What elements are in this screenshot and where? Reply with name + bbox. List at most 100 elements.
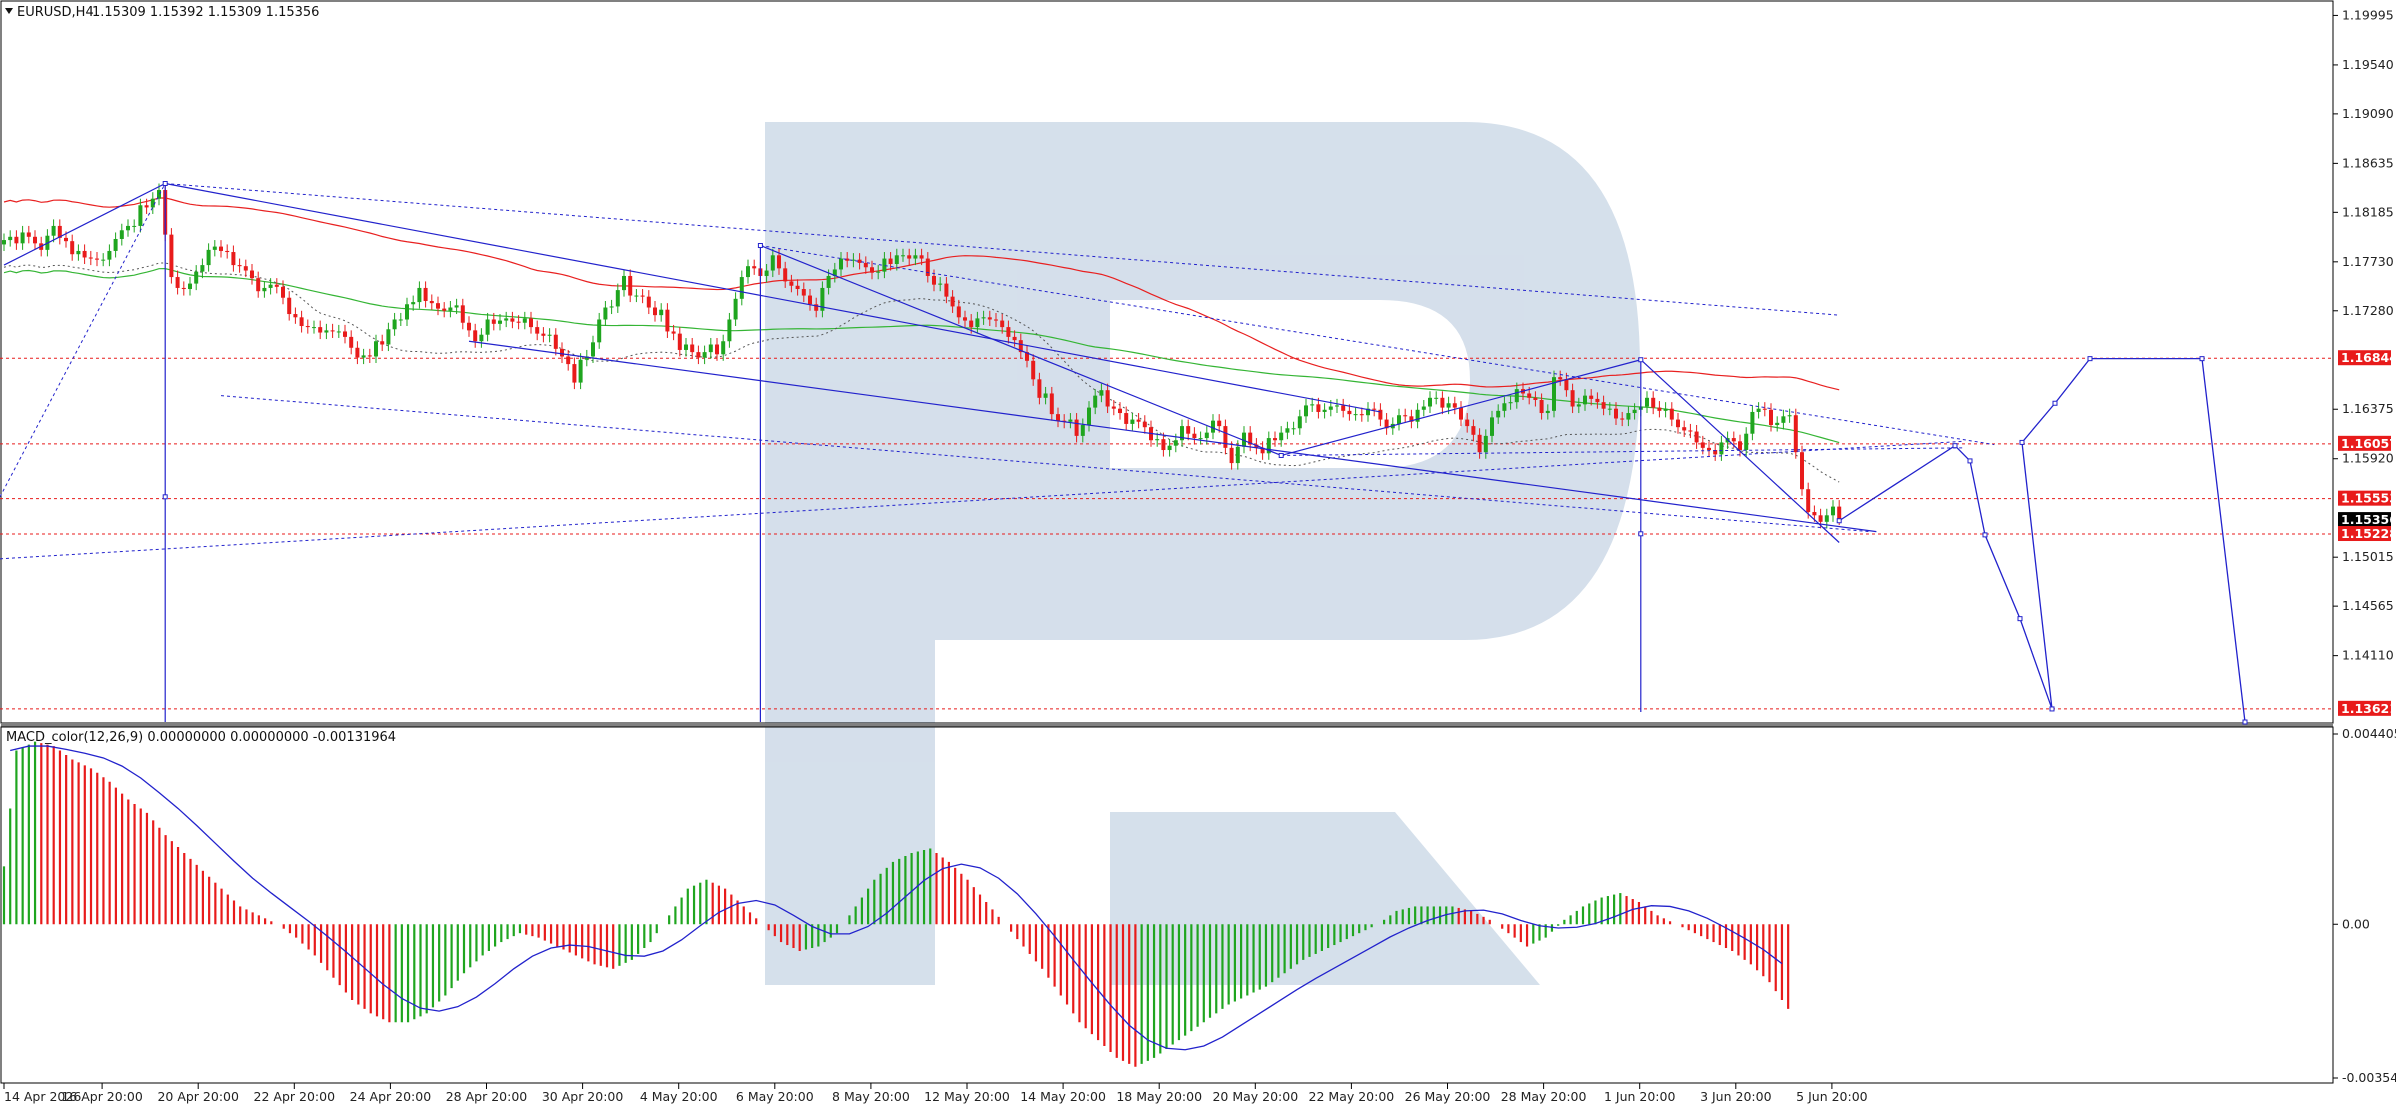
price-level-badge <box>2338 526 2391 542</box>
price-level-label: 1.16844 <box>2341 350 2396 365</box>
price-levels <box>0 357 2333 710</box>
wave-node <box>1638 357 1644 363</box>
candle-body <box>1310 404 1315 406</box>
candle-body <box>1626 413 1631 420</box>
candle-body <box>1316 404 1321 412</box>
candle-body <box>1502 403 1507 411</box>
candle-body <box>1632 409 1637 414</box>
candle-body <box>1421 406 1426 410</box>
candle-body <box>1136 419 1141 422</box>
candle-body <box>1539 399 1544 414</box>
candle-body <box>64 237 68 242</box>
candle-body <box>1031 360 1036 380</box>
separator-bar[interactable] <box>1 723 2333 727</box>
wave-line <box>3 182 166 266</box>
candle-body <box>1651 397 1656 408</box>
candle-body <box>1347 410 1352 415</box>
candle-body <box>1589 395 1594 399</box>
time-tick-label: 22 Apr 20:00 <box>254 1089 336 1104</box>
candle-body <box>1595 398 1600 403</box>
candle-body <box>281 286 285 298</box>
candle-body <box>1378 409 1383 420</box>
candle-body <box>1446 403 1451 408</box>
price-tick-label: 1.19090 <box>2342 106 2394 121</box>
price-tick-label: 1.17280 <box>2342 303 2394 318</box>
candle-body <box>1719 442 1724 455</box>
candle-body <box>646 296 651 308</box>
candle-body <box>566 356 571 365</box>
candle-body <box>200 265 205 272</box>
time-tick-label: 30 Apr 20:00 <box>542 1089 624 1104</box>
candle-body <box>739 277 744 299</box>
candle-body <box>150 198 155 208</box>
forecast-node <box>1967 458 1973 464</box>
candle-body <box>1552 377 1556 411</box>
candle-body <box>243 266 248 271</box>
candle-body <box>1328 406 1333 410</box>
candle-body <box>1570 390 1575 407</box>
macd-label: MACD_color(12,26,9) 0.00000000 0.0000000… <box>6 730 396 745</box>
price-level-label: 1.15228 <box>2341 526 2396 541</box>
time-tick-label: 14 May 20:00 <box>1020 1089 1106 1104</box>
candle-body <box>1477 434 1482 453</box>
macd-indicator <box>2 741 1790 1067</box>
time-tick-label: 3 Jun 20:00 <box>1700 1089 1772 1104</box>
candle-body <box>516 321 521 323</box>
candle-body <box>82 250 87 258</box>
candle-body <box>256 278 261 292</box>
candle-body <box>225 250 230 253</box>
candle-body <box>194 271 199 284</box>
candle-body <box>206 249 211 266</box>
wave-line <box>165 182 1381 413</box>
candle-body <box>212 246 217 250</box>
candle-body <box>491 319 496 324</box>
forecast-node <box>2087 356 2093 362</box>
candle-body <box>423 287 428 301</box>
candle-body <box>808 295 812 305</box>
candle-body <box>746 266 750 278</box>
candle-body <box>851 259 856 261</box>
price-axis[interactable]: 1.19995 1.19540 1.19090 1.18635 1.18185 1.177… <box>2333 0 2396 1110</box>
candle-body <box>770 255 775 271</box>
candle-body <box>677 333 682 350</box>
symbol-dropdown-icon[interactable] <box>5 8 13 14</box>
candle-body <box>832 269 837 276</box>
candle-body <box>1669 408 1674 420</box>
candle-body <box>2 240 6 245</box>
candle-body <box>783 268 788 282</box>
candle-body <box>826 275 831 288</box>
candle-body <box>665 309 670 332</box>
candle-body <box>1490 417 1494 436</box>
candle-body <box>1074 419 1079 436</box>
candle-body <box>913 255 918 259</box>
candle-body <box>901 255 905 257</box>
candle-body <box>609 306 614 308</box>
candle-body <box>305 326 310 328</box>
candle-body <box>696 352 701 358</box>
candle-body <box>981 317 986 319</box>
candle-body <box>1173 440 1178 446</box>
candle-body <box>1105 390 1110 407</box>
candle-body <box>324 330 329 333</box>
candle-body <box>1235 446 1240 464</box>
candle-body <box>287 297 292 315</box>
candle-body <box>262 287 267 292</box>
candle-body <box>938 283 943 285</box>
candle-body <box>1806 489 1811 513</box>
candle-body <box>126 225 130 231</box>
candle-body <box>1471 426 1476 435</box>
candle-body <box>380 341 385 345</box>
time-tick-label: 22 May 20:00 <box>1309 1089 1395 1104</box>
candle-body <box>1273 438 1277 441</box>
forecast-node <box>1836 518 1842 524</box>
candle-body <box>1440 397 1445 408</box>
candle-body <box>138 205 143 226</box>
candle-body <box>795 285 800 290</box>
candle-body <box>485 319 490 335</box>
candle-body <box>603 307 608 320</box>
candle-body <box>671 331 676 334</box>
candle-body <box>547 334 552 336</box>
candle-body <box>268 284 273 288</box>
